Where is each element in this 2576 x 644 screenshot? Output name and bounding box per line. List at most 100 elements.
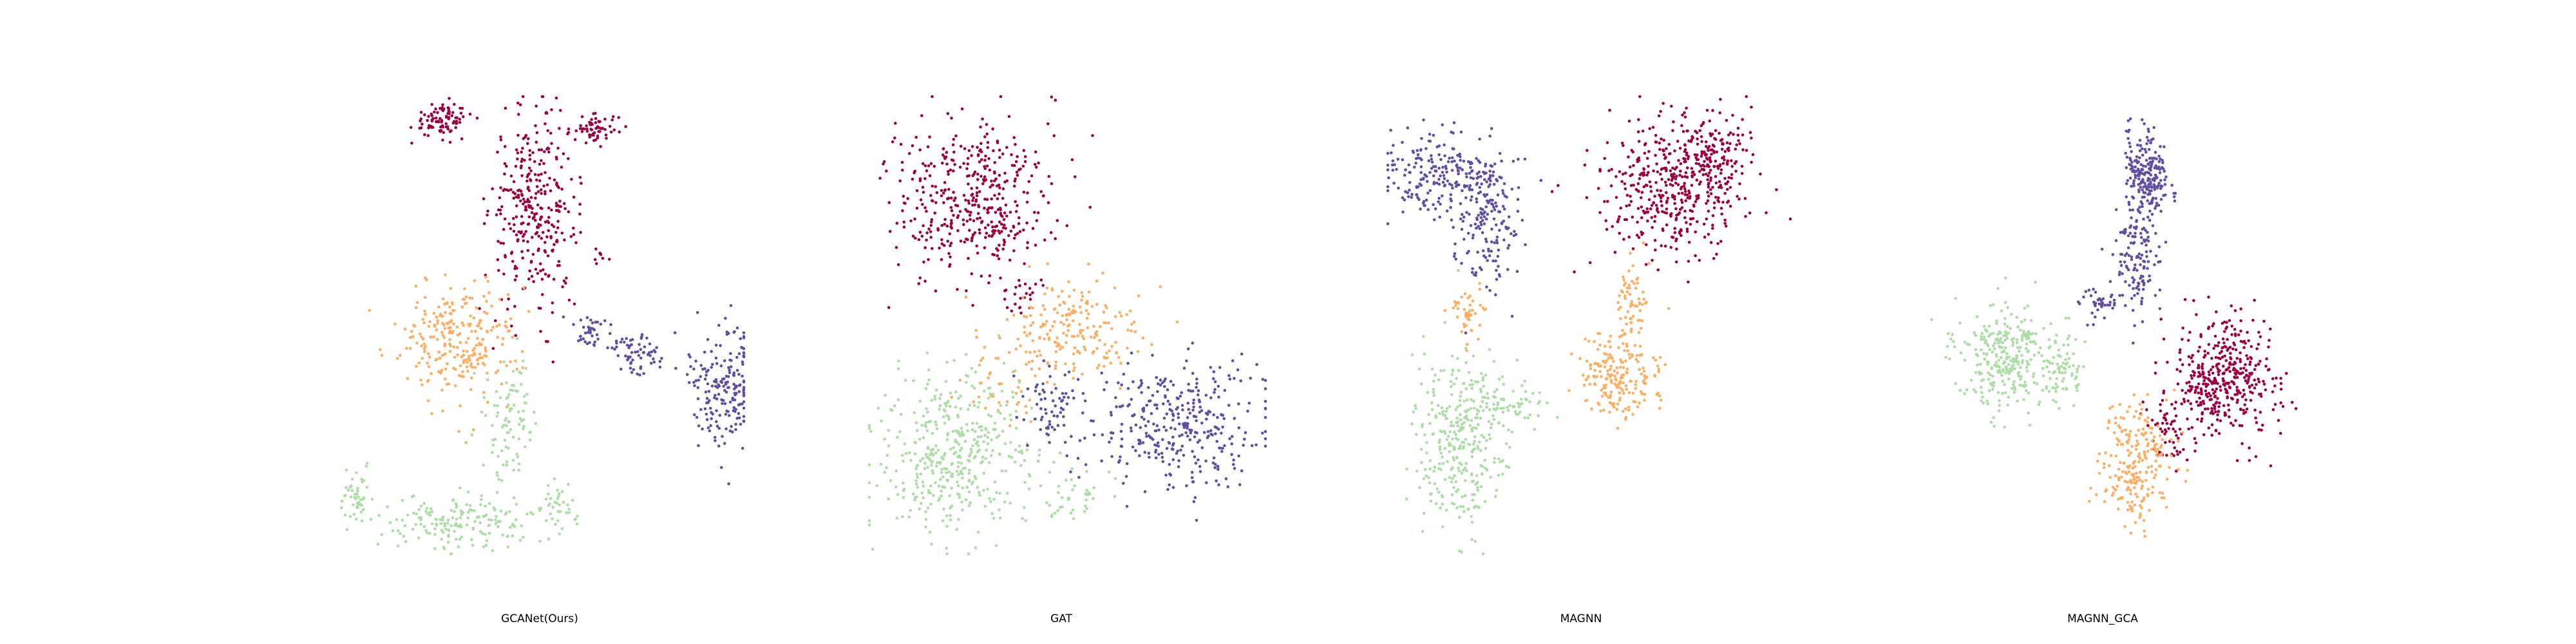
scatter-point xyxy=(1683,190,1687,193)
scatter-point xyxy=(1640,216,1643,220)
scatter-point xyxy=(1101,433,1104,437)
scatter-point xyxy=(983,433,987,437)
scatter-point xyxy=(1493,241,1496,245)
scatter-point xyxy=(742,389,745,392)
scatter-point xyxy=(562,152,565,156)
scatter-point xyxy=(1401,140,1404,144)
scatter-point xyxy=(1110,455,1113,459)
scatter-point xyxy=(1434,169,1437,173)
scatter-point xyxy=(1585,359,1589,363)
scatter-point xyxy=(1650,204,1654,207)
scatter-point xyxy=(518,103,522,106)
scatter-point xyxy=(989,392,992,395)
scatter-point xyxy=(2159,403,2162,406)
scatter-point xyxy=(1427,413,1430,417)
scatter-point xyxy=(721,402,724,405)
scatter-point xyxy=(2214,355,2218,359)
scatter-point xyxy=(1681,129,1685,133)
scatter-point xyxy=(984,457,987,460)
scatter-point xyxy=(2253,378,2257,382)
scatter-point xyxy=(1468,213,1471,216)
scatter-point xyxy=(1168,442,1171,445)
scatter-point xyxy=(1450,480,1454,484)
scatter-point xyxy=(475,516,479,519)
scatter-point xyxy=(1603,156,1606,160)
scatter-point xyxy=(990,206,994,209)
scatter-point xyxy=(1687,280,1690,284)
scatter-point xyxy=(520,350,524,354)
scatter-point xyxy=(1507,466,1511,469)
scatter-point xyxy=(533,160,536,164)
scatter-point xyxy=(502,242,506,245)
scatter-point xyxy=(1046,332,1049,336)
scatter-point xyxy=(2213,344,2217,348)
scatter-point xyxy=(1625,343,1629,346)
scatter-point xyxy=(999,382,1003,386)
scatter-point xyxy=(589,128,592,131)
scatter-point xyxy=(1419,382,1423,386)
scatter-point xyxy=(612,128,616,132)
scatter-point xyxy=(444,273,447,277)
scatter-point xyxy=(1478,287,1482,291)
scatter-point xyxy=(583,331,587,335)
scatter-point xyxy=(1628,166,1632,169)
scatter-point xyxy=(1709,188,1712,191)
scatter-point xyxy=(1446,179,1450,183)
scatter-point xyxy=(1513,230,1516,233)
scatter-point xyxy=(1113,286,1117,290)
scatter-point xyxy=(484,504,487,508)
scatter-point xyxy=(1209,366,1213,369)
scatter-point xyxy=(926,447,930,450)
scatter-point xyxy=(1492,418,1496,421)
scatter-point xyxy=(1018,230,1022,233)
scatter-point xyxy=(1589,364,1592,367)
scatter-point xyxy=(976,444,980,448)
scatter-point xyxy=(421,357,424,360)
scatter-point xyxy=(925,231,929,234)
scatter-point xyxy=(1130,323,1133,326)
scatter-point xyxy=(1702,222,1706,226)
scatter-point xyxy=(1685,230,1689,233)
scatter-point xyxy=(1114,341,1117,344)
scatter-point xyxy=(998,186,1001,189)
scatter-point xyxy=(2187,427,2190,431)
scatter-point xyxy=(499,186,502,189)
scatter-point xyxy=(2186,399,2190,402)
scatter-point xyxy=(1465,349,1468,352)
scatter-point xyxy=(2197,375,2200,379)
scatter-point xyxy=(527,310,531,313)
scatter-point xyxy=(1455,180,1459,184)
scatter-point xyxy=(478,321,481,325)
scatter-point xyxy=(2165,412,2168,415)
scatter-point xyxy=(516,455,520,459)
scatter-point xyxy=(936,448,940,452)
scatter-point xyxy=(985,132,989,136)
scatter-point xyxy=(1031,291,1034,294)
scatter-point xyxy=(648,351,651,354)
scatter-point xyxy=(443,524,446,527)
scatter-point xyxy=(1511,160,1515,163)
scatter-point xyxy=(652,348,656,352)
scatter-point xyxy=(1456,301,1460,304)
scatter-point xyxy=(1178,422,1181,426)
scatter-point xyxy=(1723,158,1726,162)
scatter-point xyxy=(476,362,480,366)
scatter-point xyxy=(509,317,513,321)
scatter-point xyxy=(1484,205,1488,209)
scatter-point xyxy=(1660,137,1663,141)
scatter-point xyxy=(423,133,426,137)
scatter-point xyxy=(2222,341,2226,345)
scatter-point xyxy=(901,515,904,518)
scatter-point xyxy=(1633,281,1636,285)
scatter-point xyxy=(1629,327,1633,331)
scatter-point xyxy=(978,228,981,232)
scatter-point xyxy=(1438,438,1441,442)
scatter-point xyxy=(544,190,547,193)
scatter-point xyxy=(1001,187,1005,191)
scatter-point xyxy=(999,95,1003,99)
scatter-point xyxy=(1052,414,1056,417)
scatter-point xyxy=(549,512,552,516)
scatter-point xyxy=(1636,276,1640,280)
scatter-point xyxy=(494,319,497,323)
scatter-point xyxy=(1622,410,1625,413)
